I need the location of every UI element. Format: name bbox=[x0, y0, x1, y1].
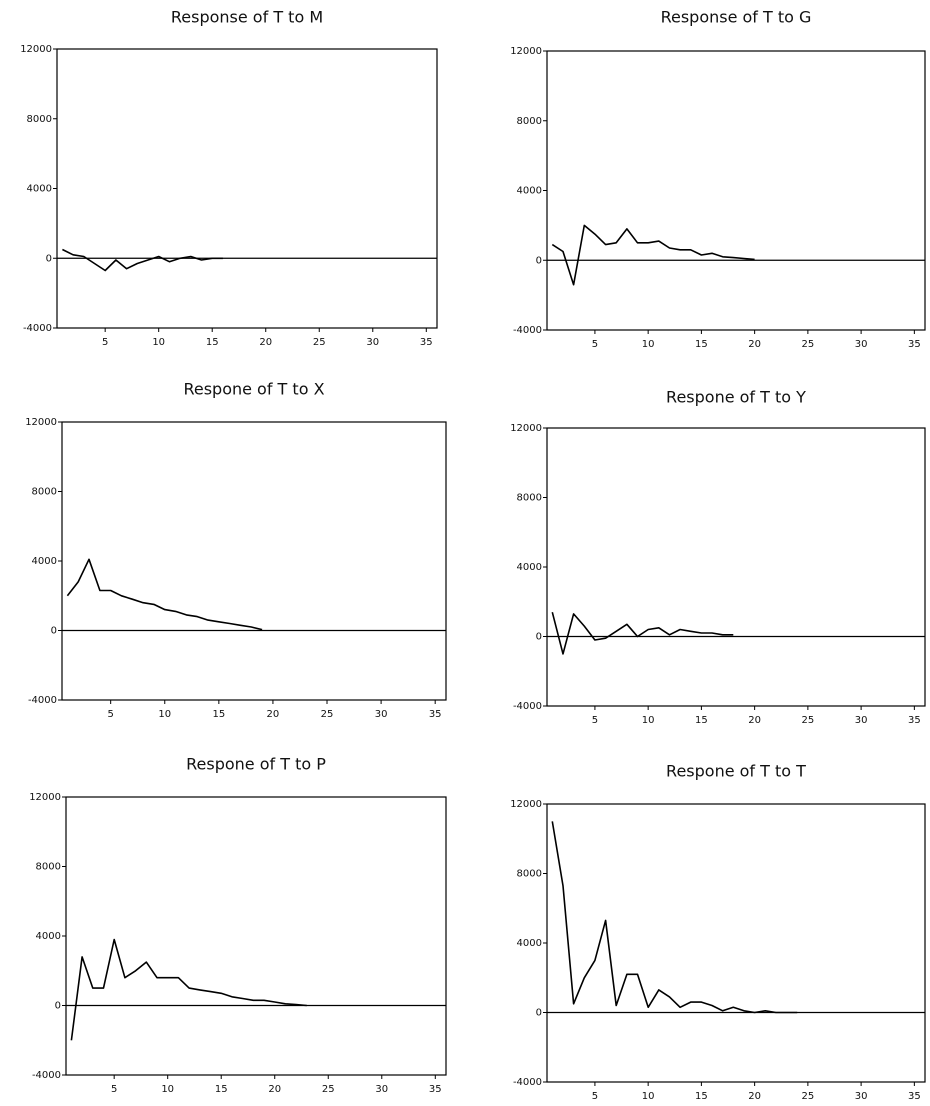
x-tick-label: 35 bbox=[429, 1084, 442, 1095]
x-tick-label: 10 bbox=[158, 709, 171, 720]
x-tick-label: 25 bbox=[321, 709, 334, 720]
plot-frame bbox=[546, 50, 926, 331]
y-tick-label: 4000 bbox=[517, 562, 542, 573]
chart-title: Respone of T to X bbox=[183, 380, 324, 399]
y-tick-label: 4000 bbox=[32, 556, 57, 567]
y-tick-label: 0 bbox=[536, 1008, 542, 1019]
y-tick-label: 12000 bbox=[29, 792, 61, 803]
x-tick-label: 30 bbox=[855, 1091, 868, 1102]
y-tick-label: -4000 bbox=[32, 1070, 61, 1081]
x-tick-label: 30 bbox=[366, 337, 379, 348]
plot-frame bbox=[65, 796, 447, 1076]
x-tick-label: 30 bbox=[375, 709, 388, 720]
y-tick-label: 12000 bbox=[20, 44, 52, 55]
x-tick-label: 25 bbox=[313, 337, 326, 348]
chart-title: Respone of T to T bbox=[666, 762, 806, 781]
x-tick-label: 25 bbox=[802, 1091, 815, 1102]
response-line bbox=[62, 248, 223, 272]
y-tick-label: 0 bbox=[46, 253, 52, 264]
x-tick-label: 10 bbox=[642, 1091, 655, 1102]
chart-title: Response of T to M bbox=[171, 8, 323, 27]
x-tick-label: 15 bbox=[695, 339, 708, 350]
x-tick-label: 35 bbox=[420, 337, 433, 348]
response-line bbox=[551, 612, 734, 655]
x-tick-label: 35 bbox=[908, 1091, 921, 1102]
x-tick-label: 30 bbox=[855, 339, 868, 350]
x-tick-label: 10 bbox=[642, 715, 655, 726]
plot-frame bbox=[546, 427, 926, 707]
y-tick-label: 4000 bbox=[517, 938, 542, 949]
x-tick-label: 20 bbox=[259, 337, 272, 348]
x-tick-label: 20 bbox=[268, 1084, 281, 1095]
y-tick-label: 8000 bbox=[32, 487, 57, 498]
response-line bbox=[66, 558, 263, 631]
y-tick-label: 12000 bbox=[25, 417, 57, 428]
chart-title: Response of T to G bbox=[661, 8, 812, 27]
x-tick-label: 25 bbox=[322, 1084, 335, 1095]
x-tick-label: 35 bbox=[908, 715, 921, 726]
response-line bbox=[551, 224, 755, 286]
x-tick-label: 20 bbox=[748, 339, 761, 350]
x-tick-label: 20 bbox=[748, 1091, 761, 1102]
chart-title: Respone of T to P bbox=[186, 755, 326, 774]
y-tick-label: 4000 bbox=[27, 184, 52, 195]
y-tick-label: -4000 bbox=[513, 325, 542, 336]
x-tick-label: 10 bbox=[642, 339, 655, 350]
y-tick-label: 8000 bbox=[36, 862, 61, 873]
x-tick-label: 15 bbox=[212, 709, 225, 720]
x-tick-label: 15 bbox=[206, 337, 219, 348]
response-line bbox=[551, 821, 798, 1014]
y-tick-label: -4000 bbox=[28, 695, 57, 706]
x-tick-label: 5 bbox=[592, 715, 598, 726]
y-tick-label: 0 bbox=[51, 626, 57, 637]
x-tick-label: 20 bbox=[748, 715, 761, 726]
y-tick-label: 12000 bbox=[510, 423, 542, 434]
y-tick-label: 8000 bbox=[517, 493, 542, 504]
x-tick-label: 15 bbox=[695, 715, 708, 726]
x-tick-label: 5 bbox=[111, 1084, 117, 1095]
x-tick-label: 25 bbox=[802, 715, 815, 726]
x-tick-label: 5 bbox=[592, 339, 598, 350]
x-tick-label: 30 bbox=[375, 1084, 388, 1095]
y-tick-label: 8000 bbox=[517, 116, 542, 127]
x-tick-label: 10 bbox=[161, 1084, 174, 1095]
y-tick-label: 12000 bbox=[510, 799, 542, 810]
plot-frame bbox=[546, 803, 926, 1083]
x-tick-label: 5 bbox=[592, 1091, 598, 1102]
x-tick-label: 25 bbox=[802, 339, 815, 350]
plot-frame bbox=[56, 48, 438, 329]
x-tick-label: 35 bbox=[429, 709, 442, 720]
y-tick-label: -4000 bbox=[513, 701, 542, 712]
response-line bbox=[70, 938, 307, 1041]
chart-title: Respone of T to Y bbox=[666, 388, 806, 407]
y-tick-label: 0 bbox=[55, 1001, 61, 1012]
y-tick-label: 8000 bbox=[517, 869, 542, 880]
x-tick-label: 35 bbox=[908, 339, 921, 350]
y-tick-label: 8000 bbox=[27, 114, 52, 125]
x-tick-label: 20 bbox=[267, 709, 280, 720]
x-tick-label: 10 bbox=[152, 337, 165, 348]
y-tick-label: 12000 bbox=[510, 46, 542, 57]
x-tick-label: 5 bbox=[107, 709, 113, 720]
y-tick-label: 0 bbox=[536, 632, 542, 643]
x-tick-label: 15 bbox=[695, 1091, 708, 1102]
x-tick-label: 5 bbox=[102, 337, 108, 348]
x-tick-label: 30 bbox=[855, 715, 868, 726]
y-tick-label: 4000 bbox=[36, 931, 61, 942]
x-tick-label: 15 bbox=[215, 1084, 228, 1095]
y-tick-label: 0 bbox=[536, 255, 542, 266]
y-tick-label: -4000 bbox=[513, 1077, 542, 1088]
plot-frame bbox=[61, 421, 447, 701]
y-tick-label: -4000 bbox=[23, 323, 52, 334]
y-tick-label: 4000 bbox=[517, 186, 542, 197]
